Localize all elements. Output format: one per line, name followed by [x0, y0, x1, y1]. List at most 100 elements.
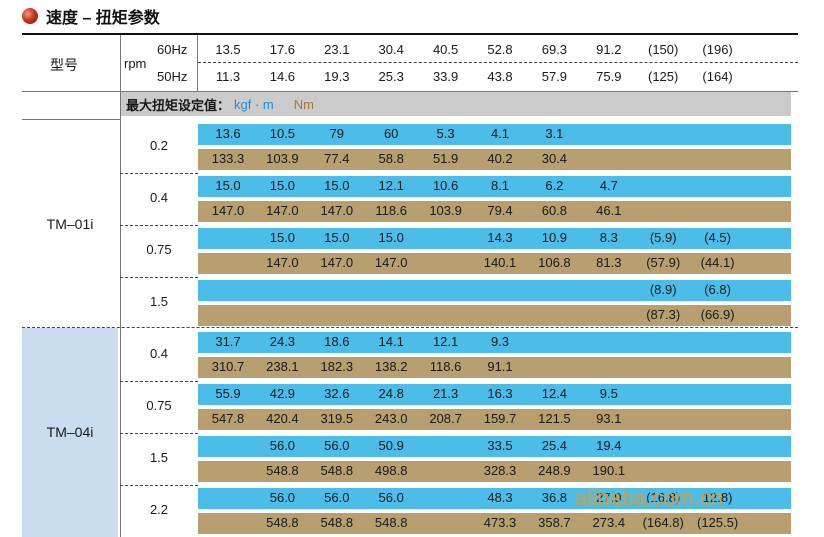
row-dash-divider — [120, 173, 198, 174]
torque-value: (87.3) — [646, 307, 681, 322]
torque-value: 140.1 — [483, 255, 517, 270]
torque-value: 548.8 — [266, 515, 299, 530]
rpm-cell: (150) — [648, 42, 679, 57]
rpm-cell: 17.6 — [269, 42, 296, 57]
torque-value: 4.7 — [599, 178, 618, 193]
model-name: TM–04i — [46, 424, 94, 440]
torque-value: 243.0 — [374, 411, 408, 426]
title-divider — [22, 33, 798, 35]
torque-value: 182.3 — [320, 359, 354, 374]
unit-nm: Nm — [293, 96, 314, 112]
rpm-label: rpm — [124, 56, 147, 71]
torque-value: 14.1 — [378, 334, 404, 349]
torque-value: 24.8 — [378, 386, 404, 401]
torque-value: 118.6 — [375, 203, 407, 218]
torque-value: 81.3 — [596, 255, 622, 270]
torque-value: 12.4 — [541, 386, 568, 401]
torque-value: 248.9 — [538, 463, 571, 478]
torque-value: 56.0 — [324, 490, 350, 505]
kgf-torque-bar: 15.0 15.0 15.0 14.3 10.9 8.3 (5.9) (4.5) — [198, 228, 791, 249]
torque-value: 48.3 — [487, 490, 513, 505]
torque-value: 56.0 — [269, 490, 296, 505]
kgf-torque-bar: 56.0 56.0 50.9 33.5 25.4 19.4 — [198, 436, 791, 457]
rpm-cell: 13.5 — [215, 42, 241, 57]
torque-value: 147.0 — [374, 255, 408, 270]
nm-torque-bar: 310.7 238.1 182.3 138.2 118.6 91.1 — [198, 357, 791, 378]
rpm-cell: (125) — [648, 69, 679, 84]
torque-value: 15.0 — [378, 230, 404, 245]
torque-value: 9.3 — [490, 334, 510, 349]
kgf-torque-bar: 15.0 15.0 15.0 12.1 10.6 8.1 6.2 4.7 — [198, 176, 791, 197]
rpm-cell: 57.9 — [541, 69, 568, 84]
torque-value: 79.4 — [487, 203, 513, 218]
torque-value: 10.6 — [432, 178, 459, 193]
kgf-torque-bar: 55.9 42.9 32.6 24.8 21.3 16.3 12.4 9.5 — [198, 384, 791, 405]
row-dash-divider — [120, 485, 198, 486]
group-dash-divider — [22, 327, 798, 328]
torque-setting-label: 最大扭矩设定值： — [126, 97, 231, 113]
angle-label: 1.5 — [149, 294, 169, 309]
rpm-cell: 33.9 — [432, 69, 459, 84]
torque-value: 60 — [383, 126, 399, 141]
bullet-ball-icon — [22, 8, 38, 24]
torque-value: 498.8 — [374, 463, 408, 478]
angle-label: 0.75 — [146, 398, 172, 413]
torque-value: 40.2 — [487, 151, 513, 166]
torque-value: 18.6 — [324, 334, 350, 349]
torque-value: 273.4 — [592, 515, 626, 530]
torque-value: 10.9 — [541, 230, 568, 245]
torque-value: 14.3 — [487, 230, 513, 245]
rpm-cell: 23.1 — [324, 42, 350, 57]
torque-value: 147.0 — [211, 203, 245, 218]
torque-value: 24.3 — [269, 334, 296, 349]
torque-value: 77.4 — [324, 151, 350, 166]
row-dash-divider — [120, 433, 198, 434]
watermark: alibaba.com.cn — [575, 485, 723, 510]
torque-setting-bar: 最大扭矩设定值： kgf · m Nm — [120, 92, 791, 116]
angle-label: 1.5 — [149, 450, 169, 465]
torque-value: 15.0 — [215, 178, 241, 193]
torque-value: (4.5) — [704, 230, 731, 245]
torque-value: 9.5 — [599, 386, 618, 401]
torque-value: 15.0 — [324, 230, 350, 245]
hz60-label: 60Hz — [157, 42, 188, 57]
torque-value: 56.0 — [269, 438, 296, 453]
torque-value: 33.5 — [487, 438, 513, 453]
nm-torque-bar: (87.3) (66.9) — [198, 305, 791, 326]
title-text: 速度 – 扭矩参数 — [46, 10, 160, 27]
rpm-cell: 52.8 — [487, 42, 513, 57]
rpm-cell: 25.3 — [378, 69, 404, 84]
rpm-cell: 43.8 — [487, 69, 513, 84]
nm-torque-bar: 147.0 147.0 147.0 140.1 106.8 81.3 (57.9) (44.1… — [198, 253, 791, 274]
torque-value: 548.8 — [374, 515, 408, 530]
rpm-cell: 30.4 — [378, 42, 404, 57]
torque-value: 121.5 — [538, 411, 571, 426]
nm-torque-bar: 547.8 420.4 319.5 243.0 208.7 159.7 121.5 93.1 — [198, 409, 791, 430]
nm-torque-bar: 548.8 548.8 498.8 328.3 248.9 190.1 — [198, 461, 791, 482]
torque-value: 548.8 — [320, 463, 354, 478]
torque-value: (8.9) — [649, 282, 677, 297]
torque-value: 50.9 — [378, 438, 404, 453]
torque-value: (5.9) — [649, 230, 677, 245]
torque-value: 118.6 — [429, 359, 462, 374]
torque-value: 58.8 — [378, 151, 404, 166]
torque-value: 12.1 — [432, 334, 459, 349]
torque-value: (6.8) — [704, 282, 731, 297]
torque-value: 13.6 — [215, 126, 241, 141]
nm-torque-bar: 133.3 103.9 77.4 58.8 51.9 40.2 30.4 — [198, 149, 791, 170]
torque-value: 548.8 — [320, 515, 354, 530]
torque-value: 15.0 — [324, 178, 350, 193]
torque-value: 16.3 — [487, 386, 513, 401]
torque-value: 159.7 — [483, 411, 517, 426]
torque-value: 25.4 — [541, 438, 568, 453]
torque-value: 32.6 — [324, 386, 350, 401]
model-highlight — [22, 328, 118, 537]
nm-torque-bar: 548.8 548.8 548.8 473.3 358.7 273.4 (164.8) (12… — [198, 513, 791, 534]
model-column-label: 型号 — [50, 57, 78, 73]
torque-value: (16.8) — [646, 490, 681, 505]
grid-line — [22, 119, 120, 120]
torque-value: (125.5) — [696, 515, 739, 530]
torque-value: 547.8 — [211, 411, 245, 426]
rpm-cell: 19.3 — [324, 69, 350, 84]
torque-value: 190.1 — [592, 463, 626, 478]
